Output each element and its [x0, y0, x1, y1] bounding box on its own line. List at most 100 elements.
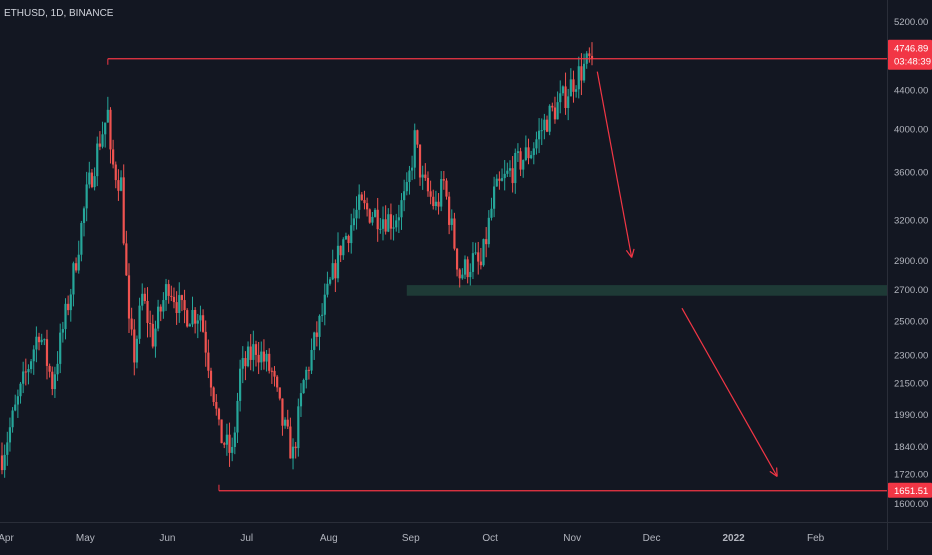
candle-body [69, 294, 72, 311]
candle-body [51, 371, 54, 390]
candle-body [270, 370, 273, 372]
candle-body [408, 170, 411, 183]
candle-body [109, 109, 112, 150]
candle-body [59, 332, 62, 364]
candle-body [366, 203, 369, 210]
x-tick-label: Jun [159, 533, 175, 544]
y-tick-label: 4400.00 [894, 85, 928, 96]
candle-body [133, 329, 136, 363]
candle-body [328, 279, 332, 284]
price-tag-value: 4746.89 [894, 44, 928, 55]
candle-body [355, 209, 358, 219]
candle-body [410, 167, 414, 171]
candle-body [151, 323, 154, 347]
candle-body [27, 369, 30, 373]
candle-body [559, 93, 562, 103]
projection-arrow [681, 307, 778, 477]
candle-body [85, 184, 88, 209]
x-tick-label: Feb [807, 533, 825, 544]
candle-body [297, 406, 300, 449]
candle-body [149, 322, 152, 324]
x-tick-label: Sep [402, 533, 420, 544]
candle-body [167, 284, 170, 296]
candle-body [381, 219, 385, 229]
candle-body [493, 186, 496, 209]
candle-body [442, 179, 445, 181]
candle-body [455, 248, 459, 270]
candle-body [48, 365, 51, 372]
candle-body [543, 119, 546, 131]
candle-body [281, 398, 284, 426]
candle-body [413, 130, 416, 168]
y-tick-label: 1600.00 [894, 499, 928, 510]
x-tick-label: Aug [320, 533, 338, 544]
candle-body [77, 254, 80, 271]
candle-body [122, 177, 125, 244]
candle-body [228, 434, 231, 453]
candle-body [159, 306, 162, 312]
candle-body [567, 96, 570, 108]
candle-body [96, 143, 99, 177]
candle-body [590, 55, 594, 59]
candle-body [204, 331, 207, 353]
candle-body [363, 199, 366, 204]
candle-body [453, 218, 456, 249]
candle-body [350, 225, 353, 244]
candle-body [196, 320, 199, 324]
candle-body [588, 53, 591, 56]
candle-body [500, 178, 504, 181]
candle-body [323, 294, 326, 315]
candle-body [207, 352, 210, 371]
candle-body [416, 130, 419, 145]
candle-body [307, 369, 311, 371]
candle-body [14, 404, 17, 411]
candle-body [339, 245, 342, 256]
candle-body [342, 239, 345, 256]
candle-body [6, 442, 9, 455]
candle-body [231, 446, 234, 453]
candle-body [74, 263, 78, 271]
candle-body [498, 178, 501, 181]
candle-body [260, 351, 263, 363]
candle-body [22, 371, 25, 384]
y-tick-label: 2150.00 [894, 378, 928, 389]
candle-body [11, 410, 14, 428]
candle-body [172, 296, 176, 303]
candle-body [548, 105, 551, 132]
candle-body [387, 214, 390, 232]
candle-body [178, 295, 181, 313]
candle-body [553, 107, 557, 120]
candle-body [156, 306, 160, 329]
candle-body [471, 253, 475, 272]
candle-body [582, 63, 586, 81]
y-tick-label: 1990.00 [894, 410, 928, 421]
arrow-head [776, 467, 778, 477]
candle-body [551, 105, 554, 108]
candle-body [299, 393, 303, 407]
candle-body [421, 174, 424, 178]
candle-body [119, 177, 123, 191]
arrow-head [625, 249, 633, 258]
candle-body [244, 358, 247, 367]
candle-body [104, 122, 107, 135]
candle-body [3, 454, 6, 471]
candle-body [532, 148, 535, 156]
y-tick-label: 2700.00 [894, 285, 928, 296]
candle-body [61, 329, 64, 333]
candle-body [194, 310, 197, 324]
candle-body [458, 269, 461, 279]
candle-body [482, 239, 485, 266]
projection-arrow [596, 71, 633, 258]
candle-body [445, 180, 448, 197]
candle-body [162, 300, 165, 312]
candle-body [188, 324, 191, 327]
candle-body [397, 217, 400, 221]
candle-body [249, 346, 252, 360]
candle-body [72, 263, 75, 295]
candle-body [170, 295, 173, 297]
candle-body [495, 178, 498, 187]
candle-body [90, 172, 94, 188]
candle-body [16, 396, 19, 405]
